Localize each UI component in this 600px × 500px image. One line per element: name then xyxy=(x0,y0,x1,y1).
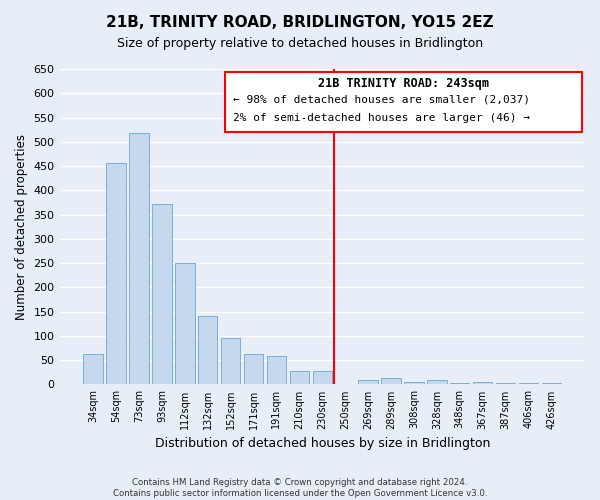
FancyBboxPatch shape xyxy=(225,72,583,132)
Bar xyxy=(404,382,424,384)
Bar xyxy=(267,356,286,384)
Bar xyxy=(519,383,538,384)
Text: 21B TRINITY ROAD: 243sqm: 21B TRINITY ROAD: 243sqm xyxy=(318,77,489,90)
Bar xyxy=(381,378,401,384)
Bar xyxy=(450,383,469,384)
Text: Size of property relative to detached houses in Bridlington: Size of property relative to detached ho… xyxy=(117,38,483,51)
Bar xyxy=(83,354,103,384)
Bar xyxy=(175,263,194,384)
Text: 21B, TRINITY ROAD, BRIDLINGTON, YO15 2EZ: 21B, TRINITY ROAD, BRIDLINGTON, YO15 2EZ xyxy=(106,15,494,30)
Text: ← 98% of detached houses are smaller (2,037): ← 98% of detached houses are smaller (2,… xyxy=(233,94,530,104)
X-axis label: Distribution of detached houses by size in Bridlington: Distribution of detached houses by size … xyxy=(155,437,490,450)
Bar xyxy=(244,354,263,384)
Text: Contains HM Land Registry data © Crown copyright and database right 2024.
Contai: Contains HM Land Registry data © Crown c… xyxy=(113,478,487,498)
Bar xyxy=(152,204,172,384)
Bar xyxy=(106,162,126,384)
Bar xyxy=(473,382,493,384)
Bar xyxy=(427,380,446,384)
Bar xyxy=(290,372,309,384)
Bar xyxy=(358,380,378,384)
Y-axis label: Number of detached properties: Number of detached properties xyxy=(15,134,28,320)
Bar xyxy=(129,132,149,384)
Bar xyxy=(221,338,241,384)
Text: 2% of semi-detached houses are larger (46) →: 2% of semi-detached houses are larger (4… xyxy=(233,113,530,123)
Bar xyxy=(198,316,217,384)
Bar xyxy=(313,372,332,384)
